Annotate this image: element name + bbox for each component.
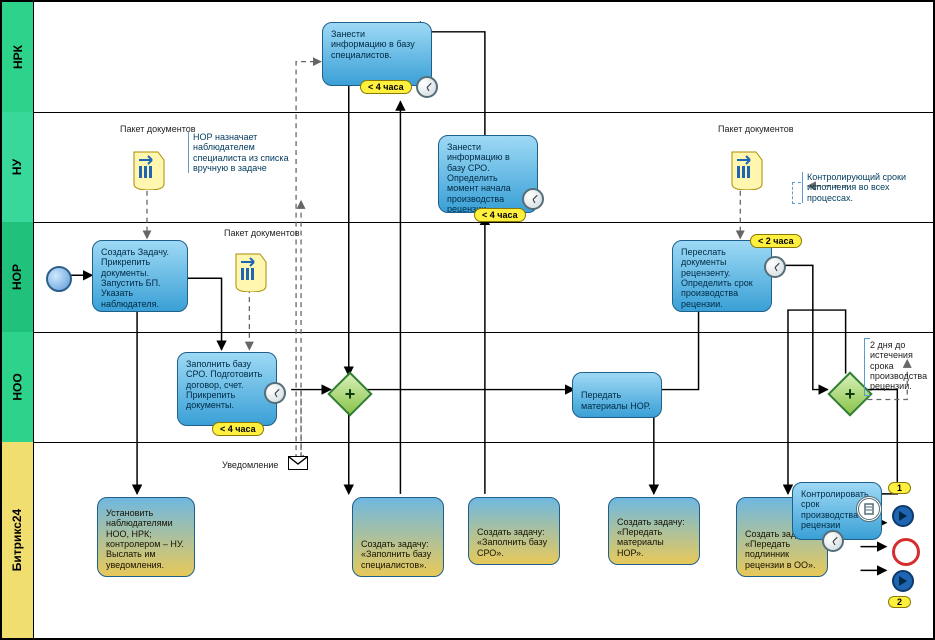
attached-timer-event <box>822 530 844 552</box>
timer-pill-4h-1: < 4 часа <box>360 80 412 94</box>
timer-icon <box>416 76 438 98</box>
lane-header-noo: НОО <box>2 332 34 442</box>
task-enter-specialists[interactable]: Занести информацию в базу специалистов. <box>322 22 432 86</box>
lane-header-nrk: НРК <box>2 2 34 112</box>
b24-task-sro[interactable]: Создать задачу: «Заполнить базу СРО». <box>468 497 560 565</box>
doc-label: Пакет документов <box>718 124 778 134</box>
timer-icon <box>522 188 544 210</box>
link-throw-event <box>892 505 914 527</box>
task-pass-materials[interactable]: Передать материалы НОР. <box>572 372 662 418</box>
attached-doc-event <box>856 496 882 522</box>
message-icon <box>288 456 308 470</box>
timer-pill-4h-2: < 4 часа <box>474 208 526 222</box>
annotation-deadline: 2 дня до истечения срока производства ре… <box>870 340 932 392</box>
annotation-nor: НОР назначает наблюдателем специалиста и… <box>188 132 293 173</box>
link-throw-event-2 <box>892 570 914 592</box>
lane-header-b24: Битрикс24 <box>2 442 34 638</box>
timer-icon <box>264 382 286 404</box>
document-icon <box>132 150 166 190</box>
end-event <box>892 538 920 566</box>
b24-task-materials[interactable]: Создать задачу: «Передать материалы НОР»… <box>608 497 700 565</box>
task-create-task[interactable]: Создать Задачу. Прикрепить документы. За… <box>92 240 188 312</box>
task-fill-sro[interactable]: Заполнить базу СРО. Подготовить договор,… <box>177 352 277 426</box>
document-icon <box>234 252 268 292</box>
timer-pill-4h-3: < 4 часа <box>212 422 264 436</box>
doc-label: Пакет документов <box>120 124 180 134</box>
start-event <box>46 266 72 292</box>
b24-task-specialists[interactable]: Создать задачу: «Заполнить базу специали… <box>352 497 444 577</box>
b24-set-observers[interactable]: Установить наблюдателями НОО, НРК; контр… <box>97 497 195 577</box>
annotation-controller: Контролирующий сроки исполнения во всех … <box>802 172 927 203</box>
link-2: 2 <box>888 596 911 608</box>
task-forward-docs[interactable]: Переслать документы рецензенту. Определи… <box>672 240 772 312</box>
lane-header-nor: НОР <box>2 222 34 332</box>
document-icon <box>730 150 764 190</box>
doc-label: Пакет документов <box>224 228 284 238</box>
parallel-gateway-1: + <box>327 371 372 416</box>
timer-pill-2h: < 2 часа <box>750 234 802 248</box>
notify-label: Уведомление <box>222 460 278 470</box>
timer-icon <box>764 256 786 278</box>
link-1: 1 <box>888 482 911 494</box>
bpmn-diagram: НРК НУ НОР НОО Битрикс24 <box>0 0 935 640</box>
lane-header-nu: НУ <box>2 112 34 222</box>
